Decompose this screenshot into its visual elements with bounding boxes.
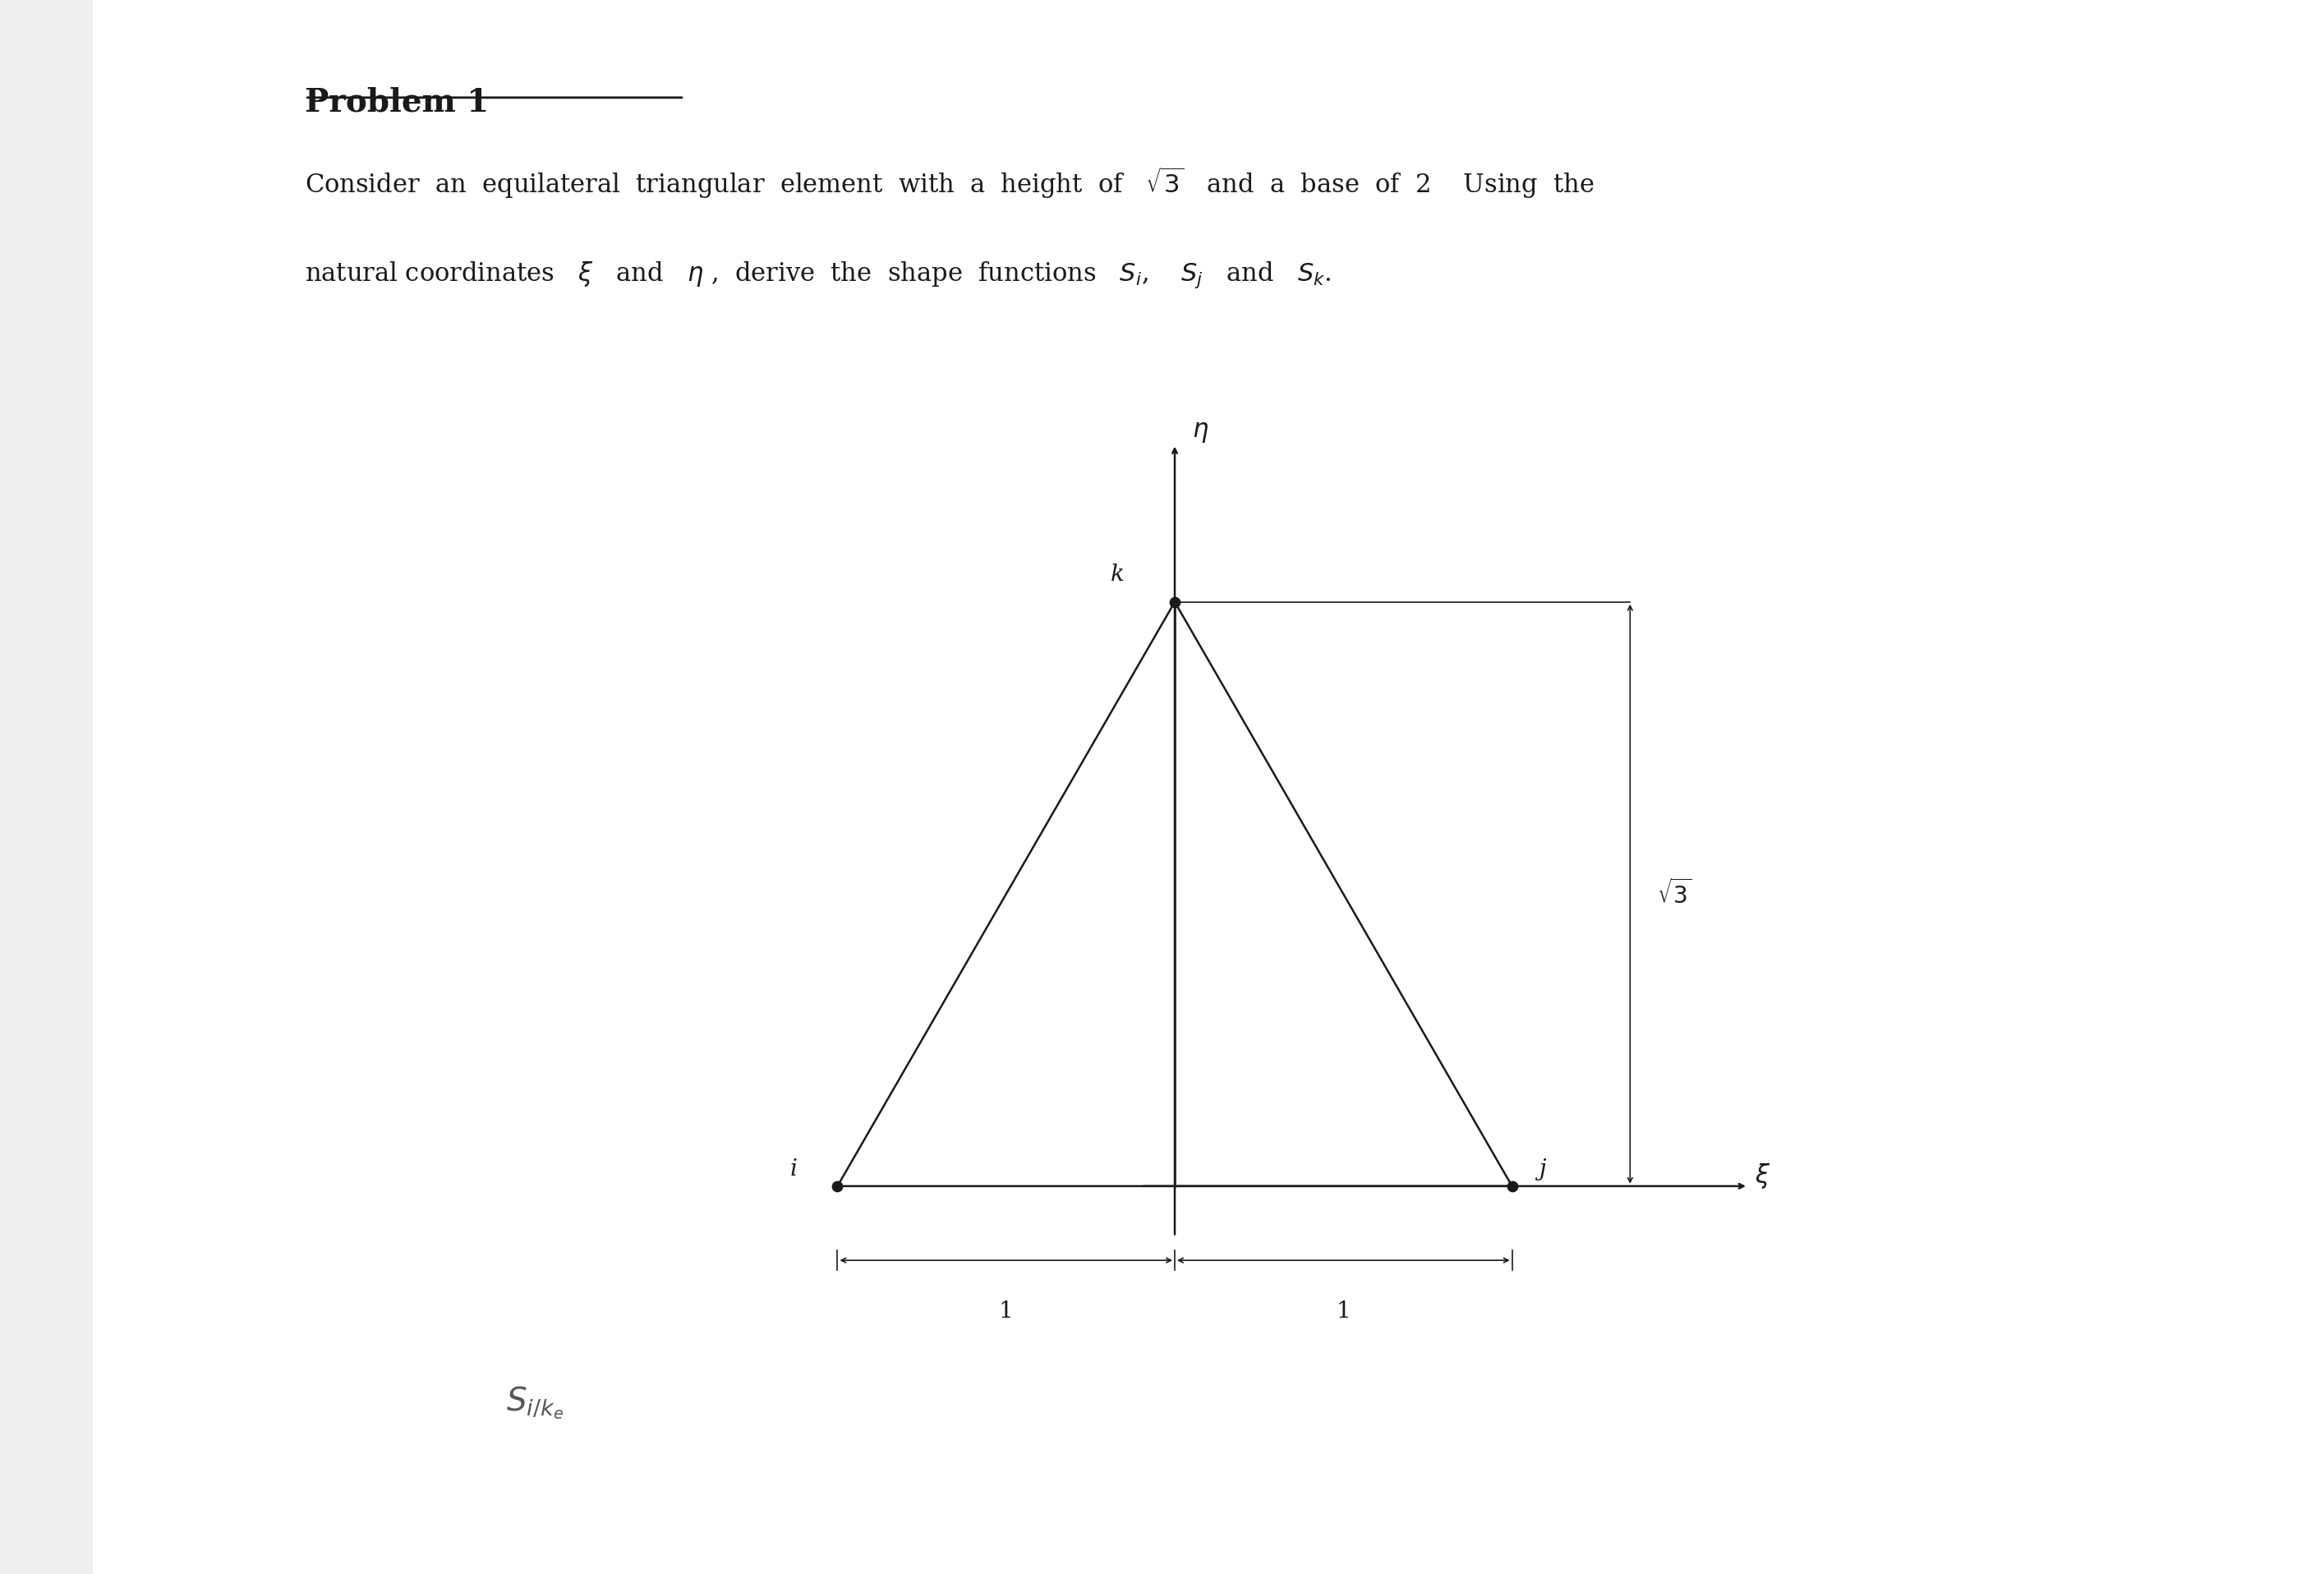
Text: $\sqrt{3}$: $\sqrt{3}$ [1657, 880, 1692, 908]
Point [1494, 1174, 1532, 1199]
Text: k: k [1111, 563, 1125, 586]
Text: Consider  an  equilateral  triangular  element  with  a  height  of   $\sqrt{3}$: Consider an equilateral triangular eleme… [304, 165, 1594, 200]
Point [818, 1174, 855, 1199]
Text: Problem 1: Problem 1 [304, 87, 488, 118]
FancyBboxPatch shape [93, 0, 2324, 1574]
Text: $\eta$: $\eta$ [1192, 419, 1208, 444]
Point [1155, 589, 1192, 614]
Text: j: j [1538, 1158, 1545, 1180]
Text: 1: 1 [1336, 1300, 1350, 1324]
Text: 1: 1 [999, 1300, 1013, 1324]
Text: $S_{i/k_e}$: $S_{i/k_e}$ [507, 1385, 562, 1421]
Text: $\xi$: $\xi$ [1755, 1162, 1771, 1190]
Text: i: i [790, 1158, 797, 1180]
Text: natural coordinates   $\xi$   and   $\eta$ ,  derive  the  shape  functions   $S: natural coordinates $\xi$ and $\eta$ , d… [304, 260, 1332, 290]
